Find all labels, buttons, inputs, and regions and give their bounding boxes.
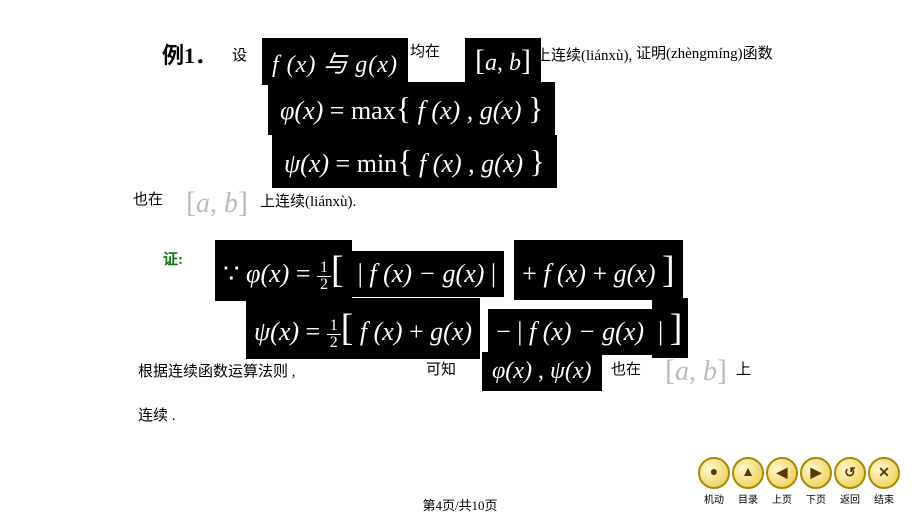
text-zhengming: 证明(zhèngmíng)函数: [636, 42, 773, 63]
math-interval-gray-1: [a, b]: [186, 186, 248, 220]
nav-next-icon: ▶: [800, 457, 832, 489]
text-lianxu-2: 上连续(liánxù).: [260, 190, 356, 211]
nav-end-icon: ✕: [868, 457, 900, 489]
nav-back-icon: ↺: [834, 457, 866, 489]
math-phi-proof-b: | f (x) − g(x) |: [350, 251, 504, 297]
nav-motor-icon: ●: [698, 457, 730, 489]
math-phipsi: φ(x) , ψ(x): [482, 352, 602, 391]
text-shang: 上: [736, 358, 751, 379]
math-psi-proof-a: ψ(x) = 12[ f (x) + g(x): [246, 298, 480, 359]
math-psi-proof-b: − | f (x) − g(x): [488, 309, 652, 355]
math-psi-proof-c: | ]: [652, 298, 688, 358]
math-interval-1: [[a, b]a, b]: [465, 38, 541, 84]
nav-toc[interactable]: ▲ 目录: [732, 457, 764, 506]
math-fx-gx: f (x) 与 g(x): [262, 38, 408, 85]
text-she: 设: [232, 44, 247, 65]
nav-end[interactable]: ✕ 结束: [868, 457, 900, 506]
math-phi-proof-a: ∵ φ(x) = 12[: [215, 240, 352, 301]
example-label: 例1．: [162, 43, 217, 68]
nav-bar: ● 机动 ▲ 目录 ◀ 上页 ▶ 下页 ↺ 返回 ✕ 结束: [698, 457, 900, 506]
nav-back-label: 返回: [840, 491, 860, 506]
math-interval-gray-2: [a, b]: [665, 354, 727, 388]
proof-label: 证:: [163, 248, 183, 269]
math-psi-def: ψ(x) = min{ f (x) , g(x) }: [272, 135, 557, 188]
text-lianxu-1: 上连续(liánxù),: [536, 44, 632, 65]
text-yezai-2: 也在: [611, 358, 641, 379]
nav-prev-icon: ◀: [766, 457, 798, 489]
math-phi-proof-c: + f (x) + g(x) ]: [514, 240, 683, 300]
page-indicator: 第4页/共10页: [422, 495, 497, 514]
nav-toc-label: 目录: [738, 491, 758, 506]
nav-motor-label: 机动: [704, 491, 724, 506]
nav-next-label: 下页: [806, 491, 826, 506]
math-phi-def: φ(x) = max{ f (x) , g(x) }: [268, 82, 555, 135]
text-rule: 根据连续函数运算法则 ,: [138, 360, 296, 381]
text-kezhi: 可知: [426, 358, 456, 379]
text-yezai-1: 也在: [133, 188, 163, 209]
nav-back[interactable]: ↺ 返回: [834, 457, 866, 506]
nav-next[interactable]: ▶ 下页: [800, 457, 832, 506]
nav-prev[interactable]: ◀ 上页: [766, 457, 798, 506]
text-lianxu-3: 连续 .: [138, 404, 176, 425]
nav-toc-icon: ▲: [732, 457, 764, 489]
nav-end-label: 结束: [874, 491, 894, 506]
nav-prev-label: 上页: [772, 491, 792, 506]
nav-motor[interactable]: ● 机动: [698, 457, 730, 506]
text-junzai: 均在: [410, 40, 440, 61]
